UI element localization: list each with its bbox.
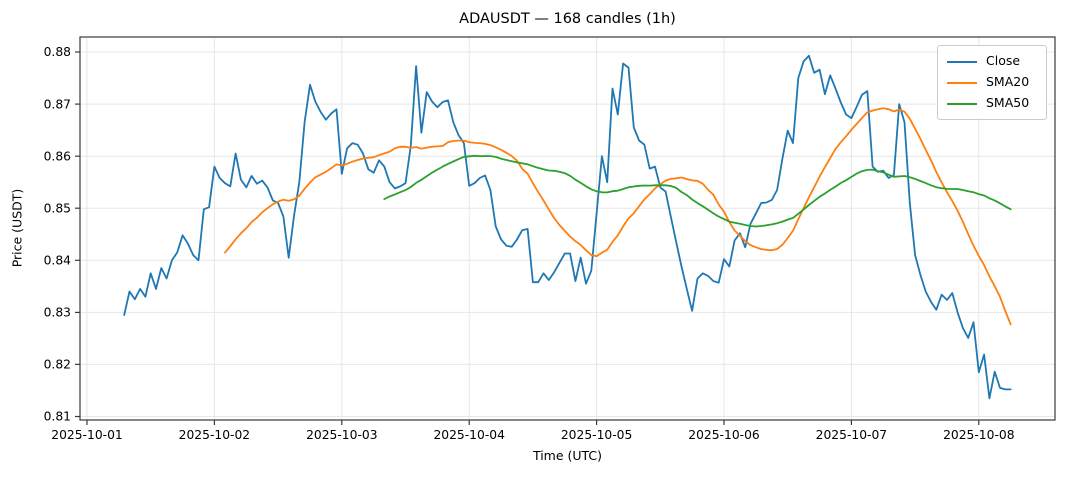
- x-tick-label: 2025-10-08: [943, 428, 1014, 442]
- y-tick-label: 0.82: [44, 358, 71, 372]
- legend-label-sma50: SMA50: [986, 95, 1030, 111]
- y-tick-label: 0.85: [44, 201, 71, 215]
- legend-item-sma50: SMA50: [947, 93, 1038, 114]
- legend-label-close: Close: [986, 53, 1021, 69]
- legend-label-sma20: SMA20: [986, 74, 1030, 90]
- y-tick-label: 0.87: [44, 97, 71, 111]
- sma50-line: [383, 154, 1012, 228]
- y-axis-label: Price (USDT): [9, 188, 25, 268]
- chart-title: ADAUSDT — 168 candles (1h): [459, 11, 676, 27]
- x-tick-label: 2025-10-06: [688, 428, 760, 442]
- x-tick-label: 2025-10-07: [816, 428, 887, 442]
- sma20-line-swatch: [947, 81, 977, 84]
- x-tick-label: 2025-10-01: [51, 428, 122, 442]
- close-line: [123, 54, 1012, 400]
- legend-item-sma20: SMA20: [947, 72, 1038, 93]
- legend-item-close: Close: [947, 51, 1038, 72]
- y-tick-label: 0.83: [44, 306, 71, 320]
- x-tick-label: 2025-10-05: [561, 428, 632, 442]
- x-tick-label: 2025-10-04: [433, 428, 505, 442]
- y-tick-label: 0.88: [44, 45, 71, 59]
- y-tick-label: 0.81: [44, 410, 71, 424]
- x-tick-label: 2025-10-03: [306, 428, 377, 442]
- legend: Close SMA20 SMA50: [937, 45, 1047, 120]
- y-tick-label: 0.86: [44, 149, 72, 163]
- axes-spines: [79, 36, 1056, 421]
- x-tick-label: 2025-10-02: [179, 428, 250, 442]
- close-line-swatch: [947, 60, 977, 63]
- sma50-line-swatch: [947, 102, 977, 105]
- x-axis-label: Time (UTC): [532, 448, 603, 463]
- y-tick-label: 0.84: [44, 254, 72, 268]
- sma20-line: [224, 107, 1012, 326]
